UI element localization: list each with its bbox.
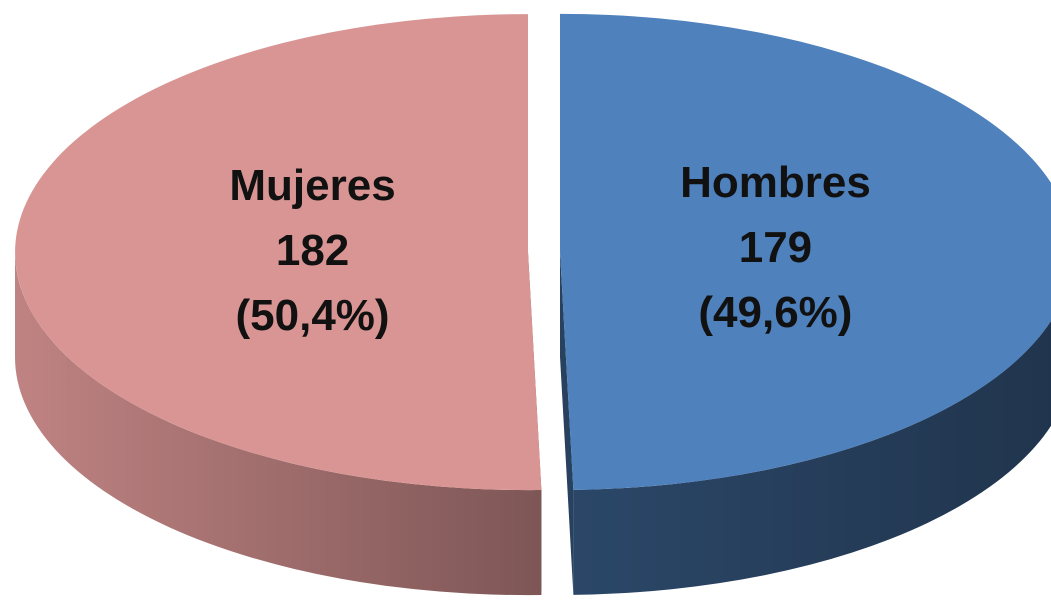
slice-category-label: Mujeres xyxy=(229,161,395,210)
slice-value-label: 179 xyxy=(739,223,812,272)
slice xyxy=(560,13,1051,490)
slice-cut-face xyxy=(560,251,574,595)
slice-category-label: Hombres xyxy=(680,158,871,207)
slice-value-label: 182 xyxy=(276,226,349,275)
slice-side xyxy=(573,320,1051,595)
slice xyxy=(15,14,542,491)
slice-percent-label: (49,6%) xyxy=(698,288,852,337)
slice-side xyxy=(15,252,542,596)
slice-percent-label: (50,4%) xyxy=(236,291,390,340)
